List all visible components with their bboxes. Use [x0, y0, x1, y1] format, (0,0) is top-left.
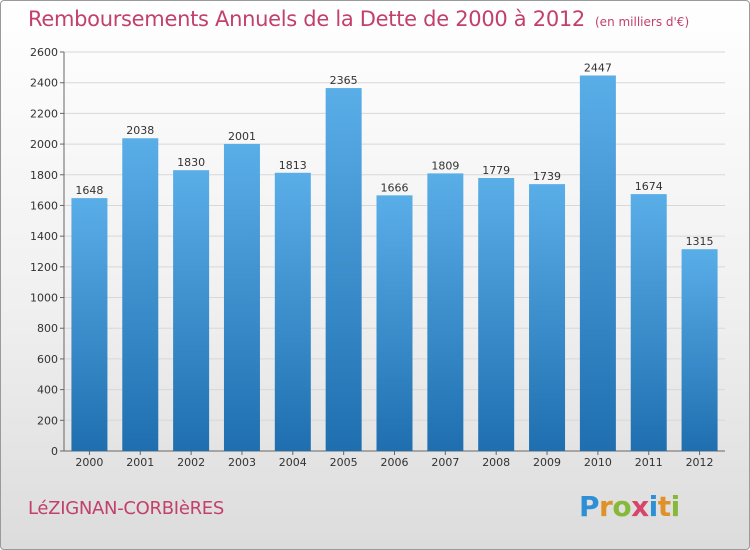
bar	[579, 75, 616, 451]
data-label: 1813	[279, 159, 307, 172]
proxiti-logo: Proxiti	[579, 490, 680, 523]
bar	[376, 195, 413, 451]
data-label: 2365	[330, 74, 358, 87]
x-tick-label: 2005	[330, 456, 358, 469]
bar	[223, 143, 260, 451]
x-tick-label: 2012	[686, 456, 714, 469]
bar	[122, 138, 159, 451]
data-label: 1315	[686, 235, 714, 248]
y-tick-label: 400	[37, 384, 58, 397]
bar	[427, 173, 464, 452]
chart-title: Remboursements Annuels de la Dette de 20…	[28, 7, 689, 31]
x-tick-label: 2007	[431, 456, 459, 469]
data-label: 1674	[635, 180, 663, 193]
logo-letter: i	[648, 490, 659, 523]
y-tick-label: 200	[37, 414, 58, 427]
data-label: 1666	[381, 181, 409, 194]
y-tick-label: 2000	[30, 138, 58, 151]
x-tick-label: 2004	[279, 456, 307, 469]
logo-letter: x	[631, 490, 649, 523]
logo-letter: i	[670, 490, 681, 523]
x-tick-label: 2002	[177, 456, 205, 469]
data-label: 2038	[126, 124, 154, 137]
y-tick-label: 1000	[30, 292, 58, 305]
bar	[173, 170, 210, 451]
logo-letter: P	[579, 490, 600, 523]
plot-area: 0 200 400 600 800 1000 1200 1400 1600 1800 2000 220…	[30, 46, 725, 469]
commune-name: LéZIGNAN-CORBIèRES	[28, 498, 224, 519]
y-tick-label: 2600	[30, 46, 58, 59]
bar	[71, 198, 108, 451]
y-tick-label: 1600	[30, 199, 58, 212]
data-label: 2001	[228, 130, 256, 143]
y-tick-label: 1800	[30, 169, 58, 182]
logo-letter: o	[612, 490, 632, 523]
x-tick-label: 2008	[482, 456, 510, 469]
logo-letter: t	[657, 490, 671, 523]
bar	[681, 249, 718, 451]
y-tick-label: 1200	[30, 261, 58, 274]
bar	[529, 184, 566, 452]
bar	[325, 88, 362, 451]
x-tick-label: 2003	[228, 456, 256, 469]
x-tick-label: 2010	[584, 456, 612, 469]
chart-unit-label: (en milliers d'€)	[595, 15, 690, 29]
data-label: 1779	[482, 164, 510, 177]
bar	[478, 177, 515, 451]
data-label: 1809	[431, 159, 459, 172]
data-label: 1648	[75, 184, 103, 197]
y-tick-label: 2400	[30, 77, 58, 90]
x-tick-label: 2006	[381, 456, 409, 469]
bar	[274, 172, 311, 451]
y-tick-label: 600	[37, 353, 58, 366]
y-tick-label: 800	[37, 322, 58, 335]
bar	[630, 194, 667, 451]
x-tick-label: 2009	[533, 456, 561, 469]
y-tick-label: 1400	[30, 230, 58, 243]
y-tick-label: 0	[51, 445, 58, 458]
data-label: 2447	[584, 61, 612, 74]
logo-letter: r	[599, 490, 613, 523]
data-label: 1739	[533, 170, 561, 183]
x-tick-label: 2001	[126, 456, 154, 469]
x-tick-label: 2000	[75, 456, 103, 469]
x-tick-label: 2011	[635, 456, 663, 469]
chart-title-text: Remboursements Annuels de la Dette de 20…	[28, 7, 585, 31]
y-tick-label: 2200	[30, 107, 58, 120]
data-label: 1830	[177, 156, 205, 169]
